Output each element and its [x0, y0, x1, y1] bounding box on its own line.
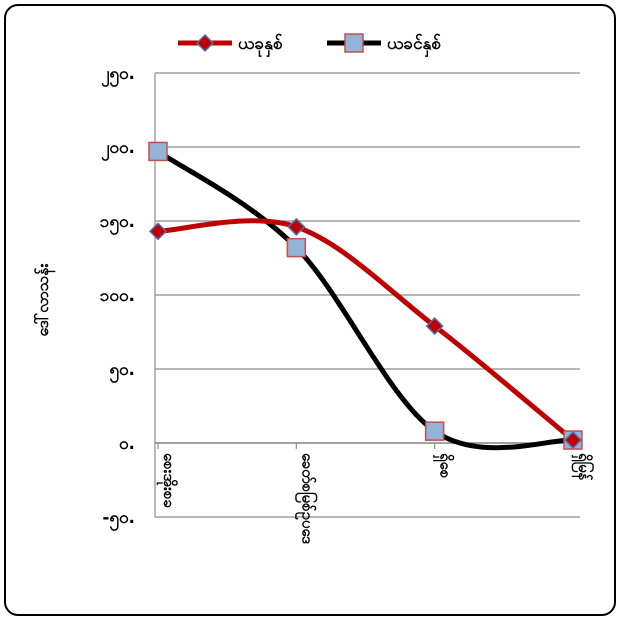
x-category-label: စေးအိုးစခ [156, 453, 179, 508]
y-tick-label: ၁၅၀. [100, 212, 135, 236]
x-category-label: ခေတ်စမြစ်ဥပဒေ [294, 453, 318, 544]
y-axis-label: ဒေါ်လာသန်း [33, 263, 56, 336]
data-point-marker [287, 239, 305, 257]
data-point-marker [426, 422, 444, 440]
y-tick-label: ၂၅၀. [101, 64, 135, 88]
x-tick-labels: စေးအိုးစခ ခေတ်စမြစ်ဥပဒေ ရှိစေ ရှိမြန် [156, 453, 595, 544]
series [149, 142, 582, 449]
x-category-label: ရှိစေ [433, 453, 456, 479]
y-tick-label: ၀. [119, 434, 135, 454]
grid-lines [155, 73, 580, 517]
data-point-marker [149, 142, 167, 160]
series-line [158, 221, 573, 440]
legend-swatch-marker [345, 34, 363, 52]
data-point-marker [150, 223, 166, 239]
y-tick-label: ၁၀၀. [100, 286, 135, 306]
y-tick-label: ၅၀. [109, 360, 135, 384]
series-line [158, 151, 573, 447]
x-category-label: ရှိမြန် [571, 453, 595, 481]
y-tick-label: -၅၀. [102, 508, 135, 532]
y-tick-label: ၂၀၀. [101, 138, 135, 162]
legend-label: ယခုနှစ် [238, 33, 283, 58]
y-tick-labels: -၅၀. ၀. ၅၀. ၁၀၀. ၁၅၀. ၂၀၀. ၂၅၀. [100, 64, 135, 532]
legend: ယခုနှစ် ယခင်နှစ် [178, 33, 441, 58]
legend-label: ယခင်နှစ် [387, 33, 441, 58]
legend-swatch-marker [197, 35, 213, 51]
